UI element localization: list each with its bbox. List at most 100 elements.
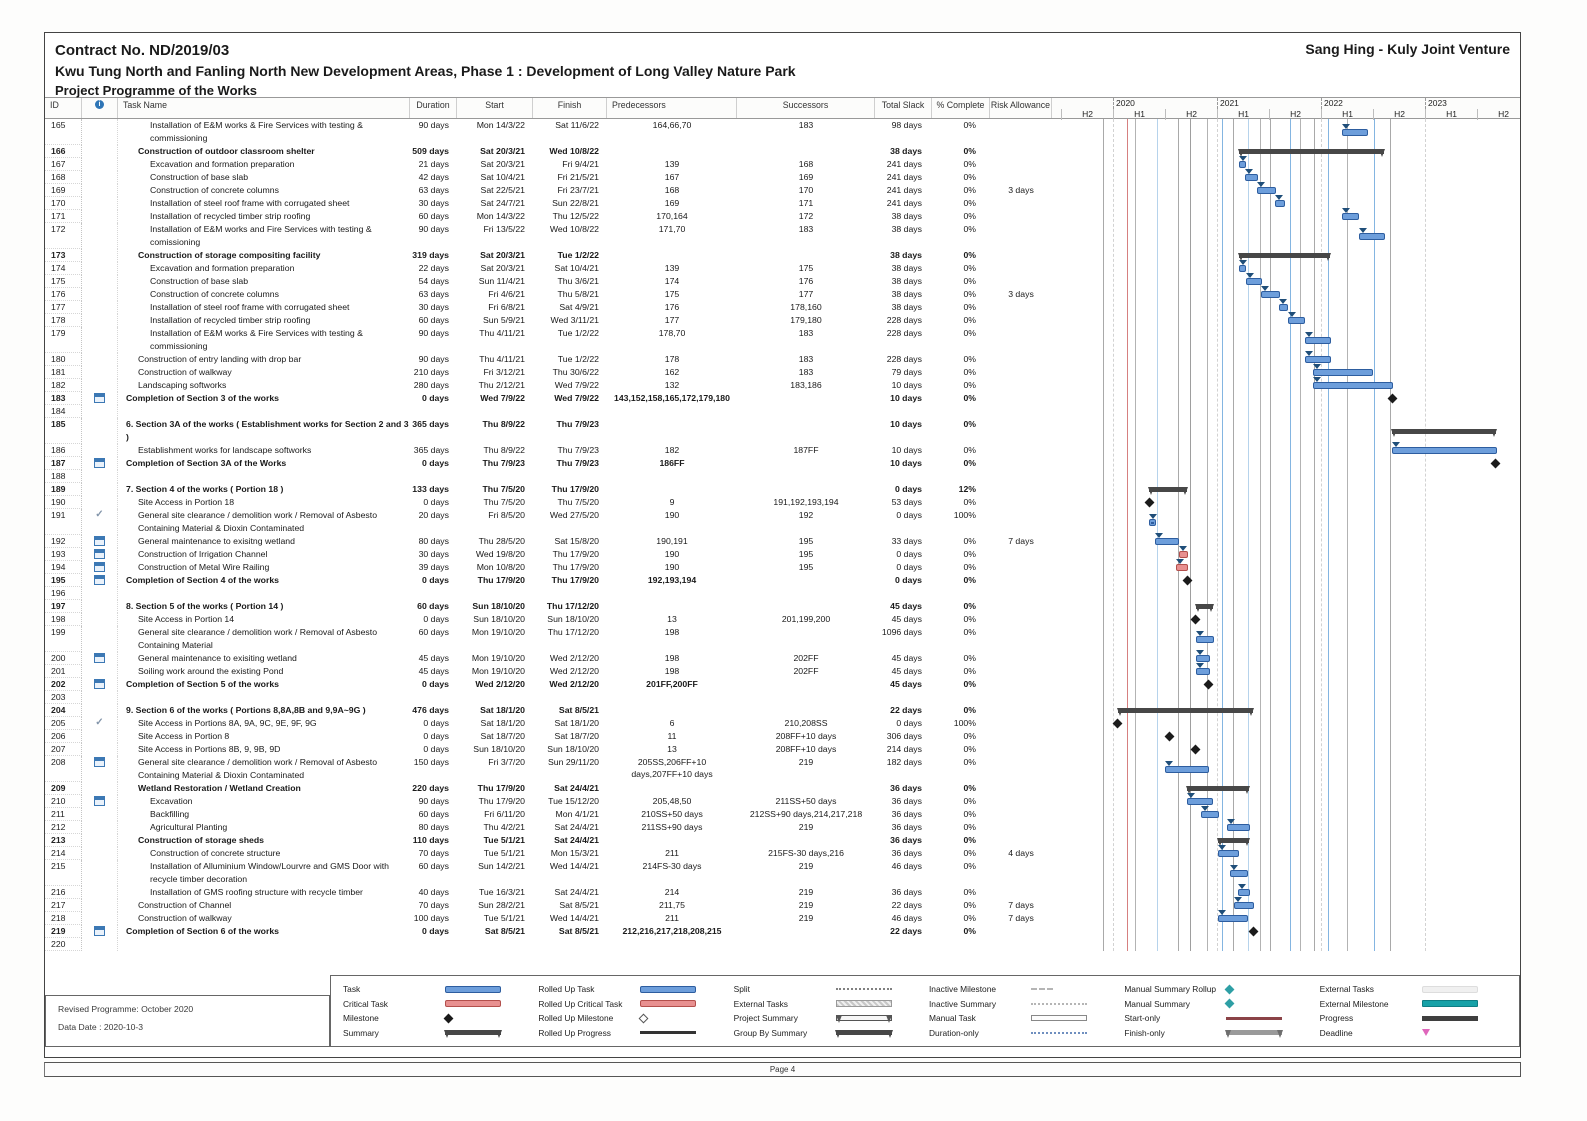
task-name: Construction of walkway	[138, 367, 232, 377]
task-id: 195	[45, 574, 82, 587]
indicator-cell	[82, 301, 118, 314]
task-duration: 60 days	[418, 211, 449, 221]
task-successors: 183	[798, 354, 814, 364]
legend-label: Manual Summary Rollup	[1124, 984, 1217, 994]
task-finish-date	[533, 470, 607, 483]
indicator-cell	[82, 353, 118, 366]
task-successors	[737, 925, 875, 938]
legend-item: Rolled Up Milestone	[538, 1011, 725, 1025]
task-risk-allowance	[990, 249, 1052, 262]
task-row: 188	[45, 470, 1520, 483]
legend-glyph-dia-open	[638, 1013, 649, 1024]
legend-glyph-caps-gray	[1225, 1030, 1284, 1039]
task-risk-allowance	[990, 600, 1052, 613]
task-finish-date: Fri 23/7/21	[557, 185, 599, 195]
indicator-cell	[82, 223, 118, 249]
task-predecessors: 198	[664, 666, 680, 676]
critical-task-bar	[1176, 559, 1189, 571]
legend-symbol-dia-teal	[1224, 984, 1282, 994]
legend-label: Rolled Up Critical Task	[538, 998, 623, 1009]
indicator-cell	[82, 860, 118, 886]
milestone-diamond	[1387, 393, 1397, 404]
task-duration: 60 days	[418, 627, 449, 637]
task-predecessors: 169	[664, 198, 680, 208]
task-finish-date: Sat 10/4/21	[554, 263, 599, 273]
task-successors	[737, 574, 875, 587]
task-duration: 365 days	[412, 419, 449, 429]
task-total-slack: 0 days	[896, 562, 922, 572]
task-row: 196	[45, 587, 1520, 600]
task-id: 202	[45, 678, 82, 691]
task-id: 210	[45, 795, 82, 808]
link-line	[1314, 119, 1315, 951]
task-duration: 0 days	[423, 744, 449, 754]
gantt-row	[1052, 377, 1520, 392]
task-start-date: Thu 28/5/20	[478, 536, 525, 546]
task-row: 218 Construction of walkway 100 days Tue 5/…	[45, 910, 1520, 925]
task-pct-complete: 0%	[963, 250, 976, 260]
task-total-slack: 38 days	[891, 263, 922, 273]
legend-glyph-dots-blue	[1030, 1031, 1087, 1034]
legend-symbol-caps-gray	[1225, 1030, 1284, 1039]
task-finish-date: Thu 7/9/23	[557, 445, 599, 455]
task-successors: 187FF	[793, 445, 819, 455]
legend-label: Duration-only	[928, 1027, 979, 1038]
task-start-date: Sat 10/4/21	[480, 172, 525, 182]
task-duration: 70 days	[418, 848, 449, 858]
gantt-row	[1052, 156, 1520, 171]
legend-item: Manual Summary	[1124, 997, 1311, 1011]
legend-glyph-dia-black	[443, 1013, 454, 1024]
task-start-date: Sat 18/1/20	[480, 705, 525, 715]
indicator-cell	[82, 678, 118, 691]
task-start-date: Mon 10/8/20	[476, 562, 525, 572]
legend-glyph-ext	[835, 1000, 892, 1008]
legend-item: Summary	[343, 1026, 530, 1040]
task-row: 211 Backfilling 60 days Fri 6/11/20 Mon 4/1/…	[45, 806, 1520, 821]
task-duration: 60 days	[418, 861, 449, 871]
task-name: Construction of storage sheds	[138, 835, 264, 845]
legend-item: Inactive Milestone	[929, 982, 1116, 996]
task-duration	[410, 691, 457, 704]
legend-label: Rolled Up Milestone	[538, 1013, 614, 1024]
task-total-slack: 38 days	[891, 289, 922, 299]
task-finish-date: Tue 15/12/20	[548, 796, 599, 806]
title-block: Contract No. ND/2019/03 Kwu Tung North a…	[45, 33, 1520, 98]
task-name: Site Access in Portion 14	[138, 614, 235, 624]
task-predecessors: 198	[664, 627, 680, 637]
info-icon: i	[95, 100, 104, 109]
task-successors: 168	[798, 159, 814, 169]
gantt-row	[1052, 442, 1520, 457]
task-duration: 476 days	[412, 705, 449, 715]
task-total-slack	[875, 691, 932, 704]
task-start-date	[457, 587, 533, 600]
task-risk-allowance	[990, 561, 1052, 574]
task-total-slack: 241 days	[886, 185, 922, 195]
task-bar	[1341, 208, 1360, 220]
timescale-half-year-cell: H2	[1477, 109, 1529, 120]
task-finish-date: Fri 9/4/21	[562, 159, 599, 169]
legend-symbol-bar-teal	[1421, 1000, 1478, 1008]
task-predecessors	[607, 470, 737, 483]
task-id: 207	[45, 743, 82, 756]
task-total-slack: 38 days	[890, 146, 922, 156]
link-arrowhead	[1196, 663, 1205, 668]
milestone-diamond	[1491, 458, 1501, 469]
task-id: 168	[45, 171, 82, 184]
link-arrowhead	[1239, 260, 1248, 265]
task-pct-complete: 0%	[963, 263, 976, 273]
task-risk-allowance	[990, 509, 1052, 535]
task-successors: 183	[798, 367, 814, 377]
legend-glyph-sum	[834, 1030, 893, 1039]
gantt-row	[1052, 613, 1520, 626]
task-id: 205	[45, 717, 82, 730]
task-pct-complete: 0%	[963, 289, 976, 299]
task-predecessors	[607, 704, 737, 717]
task-pct-complete: 0%	[963, 926, 976, 936]
task-finish-date: Tue 1/2/22	[557, 328, 599, 338]
task-start-date: Sat 20/3/21	[480, 263, 525, 273]
task-finish-date: Thu 7/5/20	[557, 497, 599, 507]
indicator-cell	[82, 405, 118, 418]
legend-label: Manual Task	[928, 1013, 976, 1024]
task-successors: 175	[798, 263, 814, 273]
task-start-date: Sat 20/3/21	[480, 159, 525, 169]
